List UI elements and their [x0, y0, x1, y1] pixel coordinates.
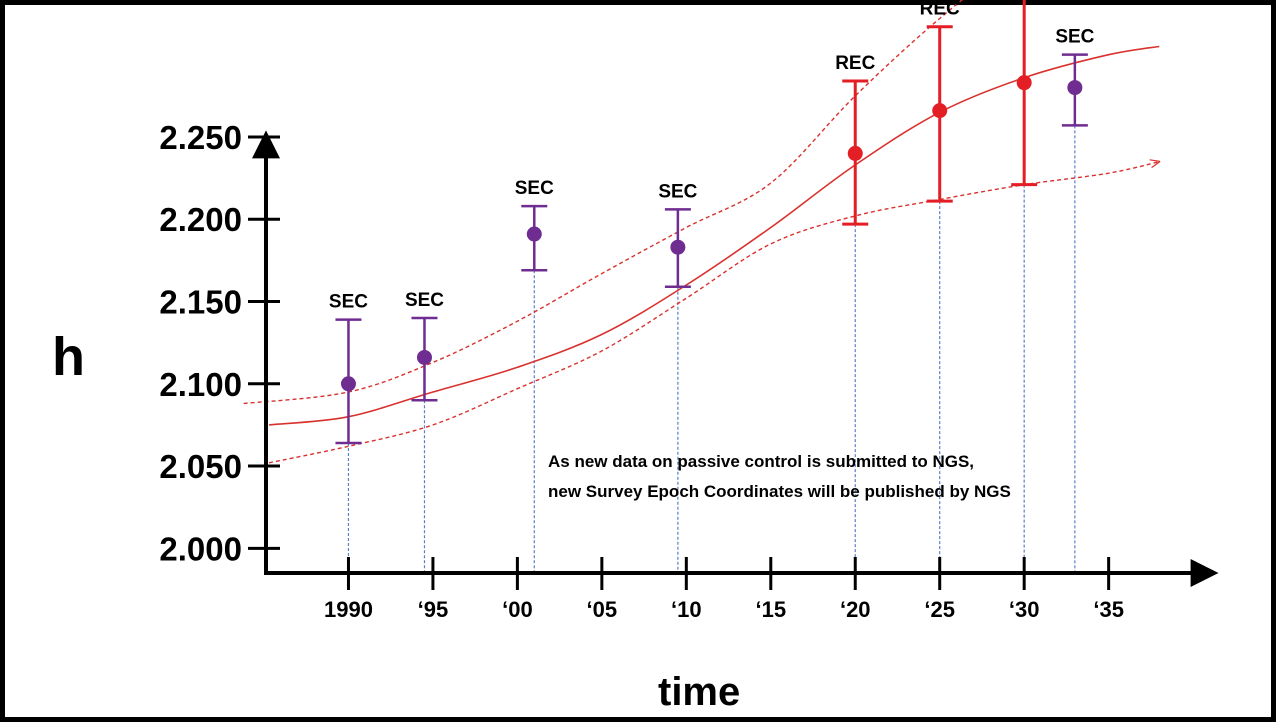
point-label: REC	[835, 53, 875, 74]
x-tick-label: ‘95	[418, 597, 449, 622]
x-tick-label: ‘35	[1093, 597, 1124, 622]
y-ticks: 2.000 2.050 2.100 2.150 2.200 2.250	[159, 119, 280, 567]
point-marker	[670, 239, 686, 255]
data-point-3: SEC	[515, 178, 554, 272]
point-marker	[1067, 80, 1083, 96]
trend-center-line	[269, 45, 1160, 426]
data-point-1: SEC	[329, 292, 368, 445]
data-point-4: SEC	[658, 181, 698, 288]
point-marker	[847, 145, 863, 161]
point-label: SEC	[405, 290, 444, 311]
point-label: SEC	[658, 181, 697, 202]
x-tick-label: 1990	[324, 597, 373, 622]
data-point-2: SEC	[405, 290, 444, 402]
axes	[252, 130, 1219, 587]
guide-lines	[347, 125, 1076, 573]
data-point-7: REC	[1011, 0, 1038, 187]
y-tick-label: 2.150	[159, 284, 242, 321]
x-tick-label: ‘30	[1009, 597, 1040, 622]
x-tick-label: ‘15	[755, 597, 786, 622]
trend-upper-bound	[243, 0, 963, 405]
annotation-line-1: As new data on passive control is submit…	[548, 452, 974, 471]
point-marker	[1016, 75, 1032, 91]
y-tick-label: 2.100	[159, 366, 242, 403]
y-tick-label: 2.200	[159, 201, 242, 238]
data-points: SEC SEC SEC SEC REC REC REC SEC	[329, 0, 1095, 445]
annotation: As new data on passive control is submit…	[548, 452, 1011, 501]
data-point-6: REC	[920, 0, 960, 203]
point-marker	[416, 349, 432, 365]
point-marker	[932, 103, 948, 119]
x-tick-label: ‘20	[840, 597, 871, 622]
y-tick-label: 2.250	[159, 119, 242, 156]
data-point-5: REC	[835, 53, 876, 226]
x-axis-label: time	[658, 670, 740, 714]
point-label: REC	[920, 0, 960, 20]
x-ticks: 1990 ‘95 ‘00 ‘05 ‘10 ‘15 ‘20 ‘25 ‘30 ‘35	[324, 557, 1124, 622]
point-label: SEC	[329, 292, 368, 313]
data-point-8: SEC	[1055, 27, 1095, 127]
y-axis-label: h	[52, 327, 85, 387]
x-tick-label: ‘25	[924, 597, 955, 622]
x-tick-label: ‘00	[502, 597, 533, 622]
x-tick-label: ‘05	[587, 597, 618, 622]
trend-band	[243, 0, 1160, 464]
x-tick-label: ‘10	[671, 597, 702, 622]
point-label: SEC	[1055, 27, 1094, 48]
trend-lower-bound	[268, 162, 1159, 464]
point-marker	[340, 376, 356, 392]
annotation-line-2: new Survey Epoch Coordinates will be pub…	[548, 482, 1011, 501]
point-marker	[526, 226, 542, 242]
y-tick-label: 2.000	[159, 530, 242, 567]
point-label: SEC	[515, 178, 554, 199]
y-tick-label: 2.050	[159, 448, 242, 485]
